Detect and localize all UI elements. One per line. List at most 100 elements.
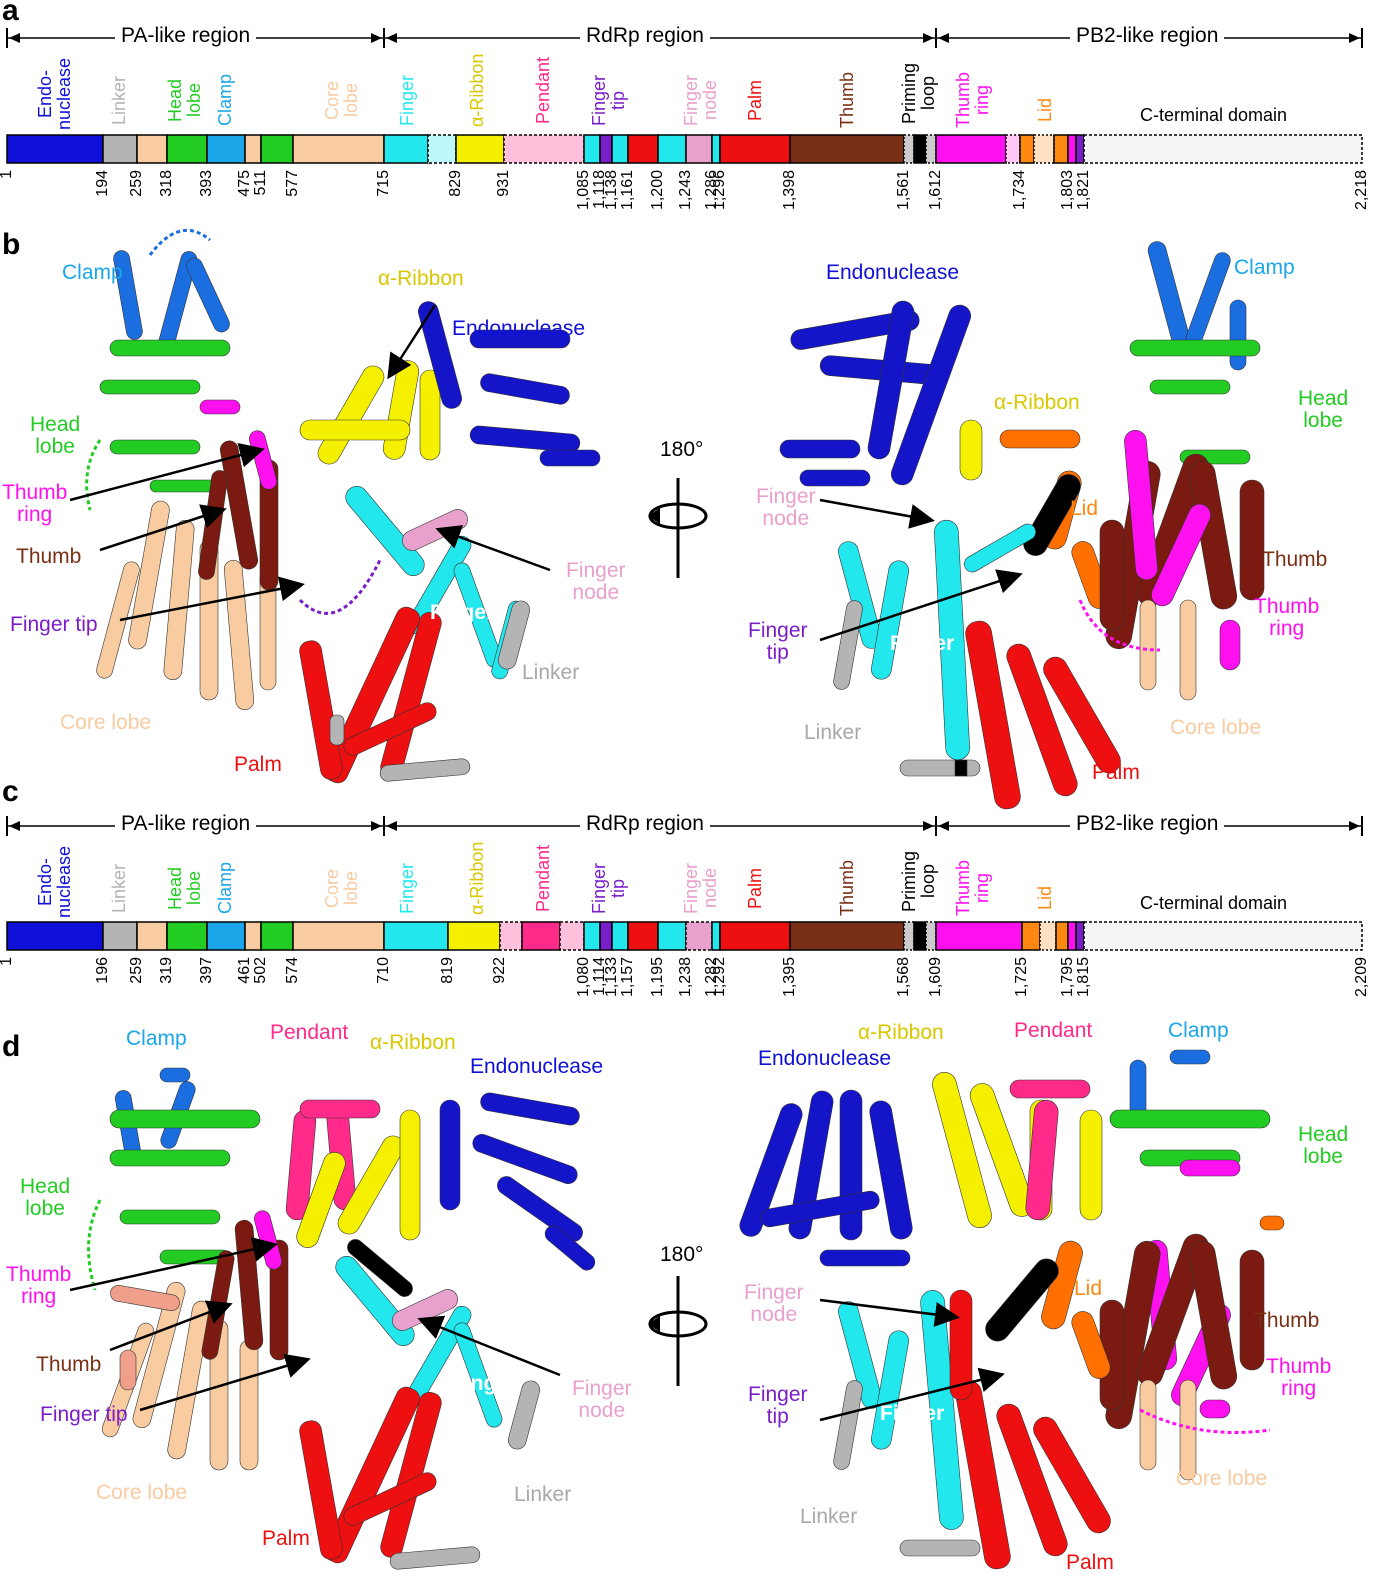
bar-a-tick-25: 2,218 bbox=[1353, 170, 1370, 211]
region-label-rdrp: RdRp region bbox=[580, 24, 710, 48]
b-right-label-finger: Finger bbox=[890, 632, 955, 655]
bar-c-tick-9: 819 bbox=[439, 957, 456, 984]
d-right-label-core: Core lobe bbox=[1176, 1467, 1268, 1490]
bar-c-tick-3: 319 bbox=[158, 957, 175, 984]
bar-c-tick-21: 1,609 bbox=[927, 957, 944, 998]
bar-c-label-thumbring: Thumb ring bbox=[953, 859, 992, 917]
b-right-label-linker: Linker bbox=[804, 721, 862, 744]
bar-c-tick-0: 1 bbox=[0, 957, 15, 966]
b-right-label-fingertip: Finger tip bbox=[748, 619, 808, 665]
b-right-label-palm: Palm bbox=[1092, 761, 1140, 784]
panel-letter-b: b bbox=[2, 228, 21, 261]
b-left-label-thumb: Thumb bbox=[16, 545, 82, 568]
b-right-label-thumb: Thumb bbox=[1262, 548, 1328, 571]
bar-a-label-fingernode: Finger node bbox=[681, 74, 720, 126]
region-label-pb2-c: PB2-like region bbox=[1070, 812, 1225, 836]
bar-c-label-cterm: C-terminal domain bbox=[1140, 893, 1288, 913]
bar-a-tick-10: 931 bbox=[495, 170, 512, 197]
d-left-label-core: Core lobe bbox=[96, 1481, 188, 1504]
d-left-label-endonuclease: Endonuclease bbox=[470, 1055, 604, 1078]
bar-c-label-linker: Linker bbox=[109, 863, 129, 913]
bar-a-label-endonuclease: Endo- nuclease bbox=[35, 57, 74, 130]
bar-a-tick-3: 318 bbox=[158, 170, 175, 197]
bar-a-label-linker: Linker bbox=[109, 75, 129, 125]
d-right-label-clamp: Clamp bbox=[1168, 1019, 1229, 1042]
bar-a-label-fingertip: Finger tip bbox=[589, 74, 628, 126]
d-right-label-palm: Palm bbox=[1066, 1551, 1114, 1574]
bar-a-label-lid: Lid bbox=[1035, 97, 1055, 123]
bar-a-tick-24: 1,821 bbox=[1075, 170, 1092, 211]
panel-letter-a: a bbox=[2, 0, 19, 27]
d-left-label-ribbon: α-Ribbon bbox=[370, 1031, 456, 1054]
panel-letter-c: c bbox=[2, 775, 19, 808]
bar-a-label-thumb: Thumb bbox=[837, 71, 857, 129]
b-left-label-fingernode: Finger node bbox=[566, 559, 626, 605]
d-right-label-linker: Linker bbox=[800, 1505, 858, 1528]
bar-c-tick-14: 1,157 bbox=[619, 957, 636, 998]
d-right-label-thumbring: Thumb ring bbox=[1266, 1355, 1332, 1401]
bar-c-tick-20: 1,568 bbox=[895, 957, 912, 998]
d-right-label-thumb: Thumb bbox=[1254, 1309, 1320, 1332]
d-right-label-finger: Finger bbox=[880, 1402, 945, 1425]
d-left-label-pendant: Pendant bbox=[270, 1021, 349, 1044]
bar-c-label-fingernode: Finger node bbox=[681, 862, 720, 914]
bar-c-label-lid: Lid bbox=[1035, 885, 1055, 911]
d-right-label-head: Head lobe bbox=[1298, 1123, 1349, 1169]
bar-a-label-ribbon: α-Ribbon bbox=[467, 53, 487, 127]
region-label-pa: PA-like region bbox=[115, 24, 257, 48]
bar-c-tick-4: 397 bbox=[198, 957, 215, 984]
d-right-label-pendant: Pendant bbox=[1014, 1019, 1093, 1042]
bar-a-tick-0: 1 bbox=[0, 170, 15, 179]
b-left-label-linker: Linker bbox=[522, 661, 580, 684]
b-right-label-endonuclease: Endonuclease bbox=[826, 261, 960, 284]
region-label-pb2: PB2-like region bbox=[1070, 24, 1225, 48]
region-label-pa-c: PA-like region bbox=[115, 812, 257, 836]
bar-c-tick-25: 2,209 bbox=[1353, 957, 1370, 998]
bar-a-label-pendant: Pendant bbox=[533, 56, 553, 124]
bar-a-tick-19: 1,398 bbox=[781, 170, 798, 211]
b-left-label-core: Core lobe bbox=[60, 711, 152, 734]
bar-c-label-core: Core lobe bbox=[322, 868, 361, 908]
bar-c-tick-24: 1,815 bbox=[1075, 957, 1092, 998]
structure-d-right bbox=[739, 1049, 1285, 1570]
d-right-label-lid: Lid bbox=[1074, 1277, 1103, 1300]
bar-a-tick-7: 577 bbox=[284, 170, 301, 197]
bar-c-tick-18: 1,292 bbox=[711, 957, 728, 998]
bar-a-label-priming: Priming loop bbox=[899, 62, 938, 124]
b-left-label-endonuclease: Endonuclease bbox=[452, 317, 586, 340]
b-left-label-clamp: Clamp bbox=[62, 261, 123, 284]
bar-a-label-core: Core lobe bbox=[322, 80, 361, 120]
d-rotation-label: 180° bbox=[660, 1243, 704, 1266]
bar-c-tick-10: 922 bbox=[491, 957, 508, 984]
bar-a-tick-14: 1,161 bbox=[619, 170, 636, 211]
bar-a-tick-20: 1,561 bbox=[895, 170, 912, 211]
panel-letter-d: d bbox=[2, 1030, 21, 1063]
bar-a-label-clamp: Clamp bbox=[215, 74, 235, 127]
d-left-label-palm: Palm bbox=[262, 1527, 310, 1550]
bar-c-label-priming: Priming loop bbox=[899, 850, 938, 912]
bar-a-label-palm: Palm bbox=[745, 79, 765, 121]
structure-b-left bbox=[85, 229, 601, 784]
bar-a-tick-18: 1,296 bbox=[711, 170, 728, 211]
bar-a-tick-21: 1,612 bbox=[927, 170, 944, 211]
b-right-label-fingernode: Finger node bbox=[756, 485, 816, 531]
rotation-arrow-d bbox=[648, 1276, 708, 1386]
b-left-label-thumbring: Thumb ring bbox=[2, 481, 68, 527]
bar-c-tick-15: 1,195 bbox=[649, 957, 666, 998]
b-right-label-thumbring: Thumb ring bbox=[1254, 595, 1320, 641]
bar-c-tick-2: 259 bbox=[128, 957, 145, 984]
d-left-label-thumbring: Thumb ring bbox=[6, 1263, 72, 1309]
bar-a-tick-16: 1,243 bbox=[677, 170, 694, 211]
bar-c-label-finger: Finger bbox=[397, 862, 417, 914]
bar-a-label-cterm: C-terminal domain bbox=[1140, 105, 1288, 125]
bar-a-label-finger: Finger bbox=[397, 74, 417, 126]
d-right-label-fingernode: Finger node bbox=[744, 1281, 804, 1327]
b-right-label-core: Core lobe bbox=[1170, 716, 1262, 739]
domain-bar-a bbox=[6, 28, 1363, 164]
bar-a-tick-8: 715 bbox=[375, 170, 392, 197]
region-label-rdrp-c: RdRp region bbox=[580, 812, 710, 836]
bar-c-label-clamp: Clamp bbox=[215, 862, 235, 915]
bar-c-tick-19: 1,395 bbox=[781, 957, 798, 998]
d-left-label-fingernode: Finger node bbox=[572, 1377, 632, 1423]
